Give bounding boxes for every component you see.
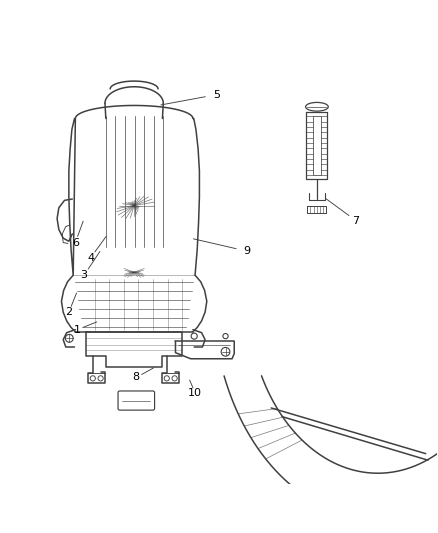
Text: 1: 1 <box>74 325 81 335</box>
Text: 10: 10 <box>188 387 202 398</box>
Text: 7: 7 <box>353 216 360 226</box>
Bar <box>313 116 321 175</box>
Text: 5: 5 <box>213 90 220 100</box>
Text: 3: 3 <box>81 270 88 280</box>
Text: 9: 9 <box>244 246 251 256</box>
Text: 8: 8 <box>133 373 140 383</box>
Text: 6: 6 <box>72 238 79 247</box>
Text: 4: 4 <box>87 253 94 263</box>
Text: 2: 2 <box>65 307 72 317</box>
